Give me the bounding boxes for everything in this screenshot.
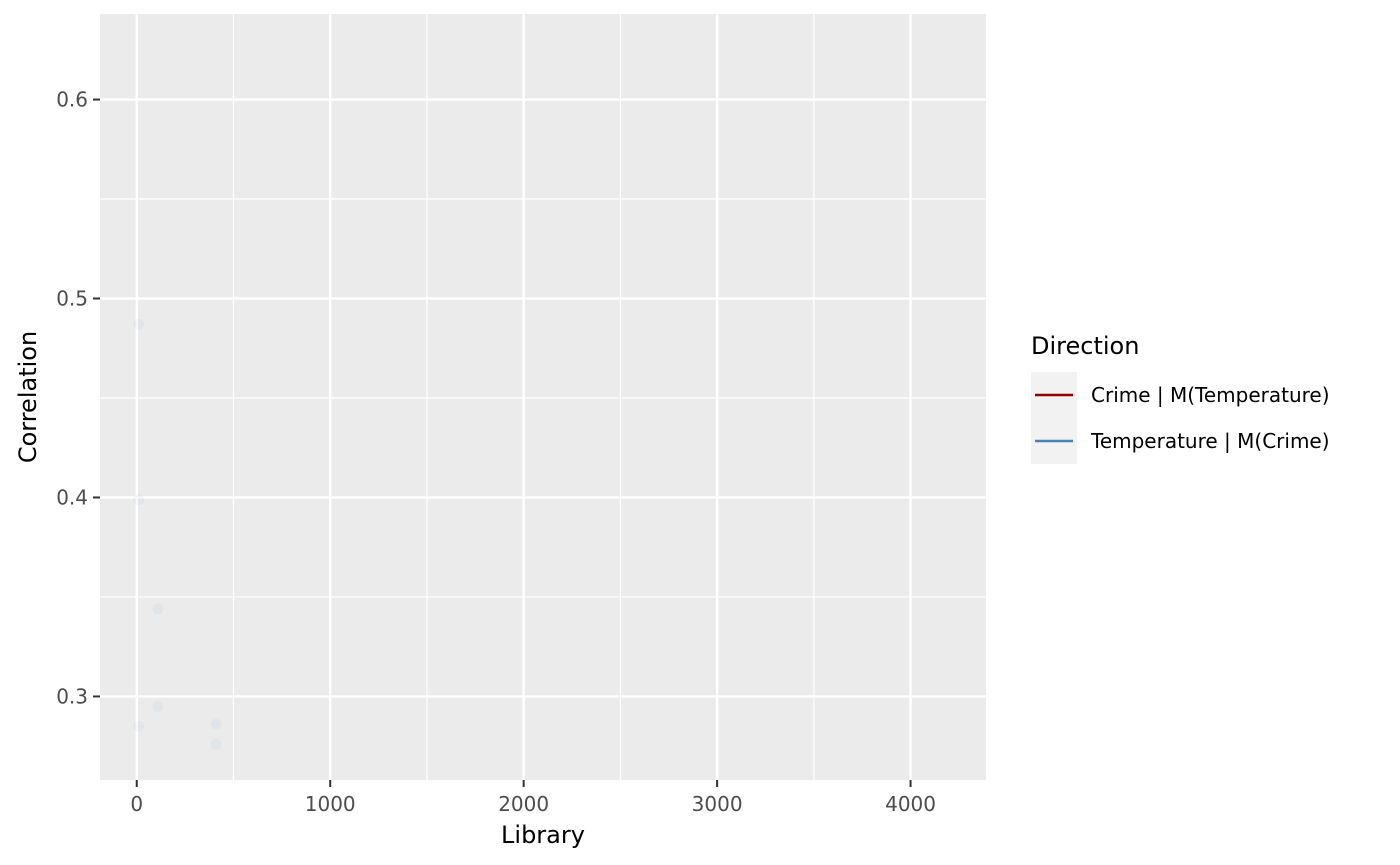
legend-label: Temperature | M(Crime) (1090, 429, 1330, 453)
x-tick-label: 4000 (885, 792, 936, 816)
data-point (133, 493, 145, 505)
y-tick-label: 0.3 (56, 684, 88, 708)
minor-gridlines (100, 14, 986, 780)
data-point (210, 718, 222, 730)
major-gridlines (100, 14, 986, 780)
y-tick-label: 0.5 (56, 287, 88, 311)
plot-panel (100, 14, 986, 780)
x-tick-label: 1000 (305, 792, 356, 816)
y-tick-label: 0.4 (56, 485, 88, 509)
y-tick-label: 0.6 (56, 88, 88, 112)
legend-label: Crime | M(Temperature) (1091, 383, 1330, 407)
x-tick-label: 2000 (498, 792, 549, 816)
x-tick-label: 3000 (692, 792, 743, 816)
data-point (152, 603, 164, 615)
x-axis-title: Library (501, 821, 585, 849)
y-axis: 0.3 0.4 0.5 0.6 (56, 88, 100, 708)
legend-title: Direction (1031, 332, 1139, 360)
legend-keys-background (1031, 372, 1077, 464)
legend: Direction Crime | M(Temperature) Temperat… (1031, 332, 1330, 464)
x-axis: 0 1000 2000 3000 4000 (130, 780, 936, 816)
data-point (133, 318, 145, 330)
y-axis-title: Correlation (14, 331, 42, 463)
x-tick-label: 0 (130, 792, 143, 816)
data-point (210, 738, 222, 750)
legend-entries: Crime | M(Temperature) Temperature | M(Cr… (1035, 383, 1330, 453)
data-point (152, 700, 164, 712)
data-points (133, 318, 222, 750)
data-point (133, 720, 145, 732)
